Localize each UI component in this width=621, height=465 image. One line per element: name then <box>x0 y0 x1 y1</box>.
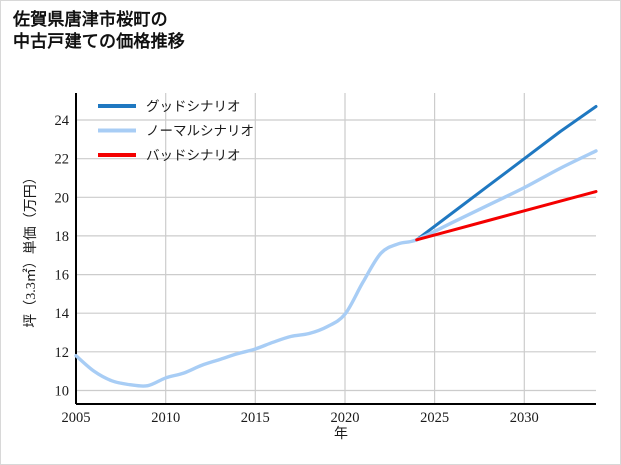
series-line <box>415 105 598 242</box>
y-tick-label: 12 <box>55 345 70 361</box>
x-tick-label: 2005 <box>62 410 91 426</box>
y-tick-label: 16 <box>55 268 70 284</box>
y-axis-label: 坪（3.3㎡）単価（万円） <box>23 170 39 328</box>
x-axis-label: 年 <box>334 426 348 442</box>
x-tick-label: 2030 <box>510 410 539 426</box>
y-tick-label: 14 <box>55 306 70 322</box>
series-line <box>74 149 598 388</box>
y-tick-label: 24 <box>55 113 70 129</box>
x-tick-label: 2015 <box>241 410 270 426</box>
series-lines <box>74 105 598 388</box>
page-title: 佐賀県唐津市桜町の 中古戸建ての価格推移 <box>13 10 185 52</box>
legend-label: バッドシナリオ <box>146 148 241 163</box>
y-tick-label: 18 <box>55 229 70 245</box>
y-tick-label: 22 <box>55 152 70 168</box>
gridlines <box>75 93 596 404</box>
axis-lines <box>75 93 596 405</box>
y-tick-label: 10 <box>55 384 70 400</box>
x-tick-label: 2020 <box>331 410 360 426</box>
legend-label: グッドシナリオ <box>146 99 241 114</box>
y-axis-tick-labels: 10 12 14 16 18 20 22 24 <box>55 113 70 400</box>
x-axis-tick-labels: 2005 2010 2015 2020 2025 2030 <box>62 410 539 426</box>
x-tick-label: 2025 <box>420 410 449 426</box>
y-tick-label: 20 <box>55 190 70 206</box>
x-tick-label: 2010 <box>151 410 180 426</box>
legend-label: ノーマルシナリオ <box>146 124 254 139</box>
series-line <box>415 190 598 242</box>
